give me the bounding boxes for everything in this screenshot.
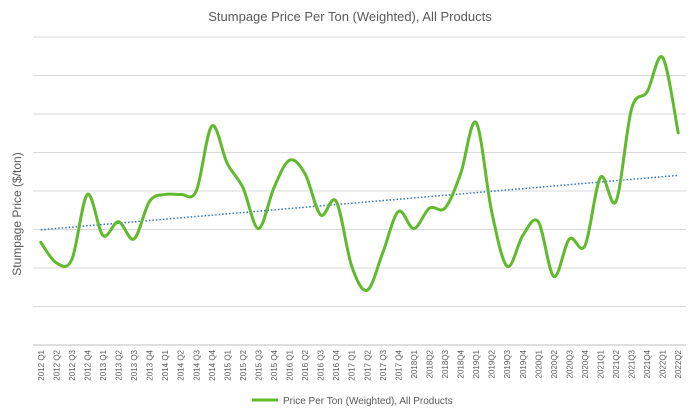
x-tick-label: 2014 Q1 (161, 349, 170, 380)
x-tick-label: 2014 Q2 (177, 349, 186, 380)
legend-label: Price Per Ton (Weighted), All Products (283, 396, 453, 407)
gridlines (33, 36, 686, 346)
x-tick-label: 2019Q4 (519, 349, 528, 378)
series-line-price-per-ton (39, 55, 680, 292)
x-tick-label: 2020Q4 (581, 349, 590, 378)
x-tick-label: 2019Q3 (503, 349, 512, 378)
linear-trendline (40, 174, 679, 231)
x-tick-label: 2016 Q4 (332, 349, 341, 380)
x-tick-label: 2014 Q3 (192, 349, 201, 380)
x-tick-label: 2012 Q1 (37, 349, 46, 380)
x-tick-label: 2021Q3 (628, 349, 637, 378)
x-tick-label: 2017 Q1 (348, 349, 357, 380)
x-tick-label: 2015 Q3 (254, 349, 263, 380)
x-tick-label: 2021Q2 (612, 349, 621, 378)
y-axis-label: Stumpage Price ($/ton) (10, 152, 24, 275)
x-tick-label: 2020Q2 (550, 349, 559, 378)
x-tick-label: 2017 Q2 (363, 349, 372, 380)
legend: Price Per Ton (Weighted), All Products (252, 396, 453, 407)
x-tick-label: 2016 Q1 (286, 349, 295, 380)
x-tick-label: 2019Q2 (488, 349, 497, 378)
x-tick-label: 2015 Q4 (270, 349, 279, 380)
x-tick-label: 2020Q1 (534, 349, 543, 378)
x-tick-label: 2022Q2 (674, 349, 683, 378)
x-tick-label: 2016 Q3 (317, 349, 326, 380)
series-layer (39, 55, 680, 292)
x-tick-label: 2021Q1 (596, 349, 605, 378)
x-tick-label: 2013 Q4 (146, 349, 155, 380)
x-tick-label: 2021Q4 (643, 349, 652, 378)
x-tick-label: 2016 Q2 (301, 349, 310, 380)
x-tick-label: 2015 Q1 (223, 349, 232, 380)
x-tick-label: 2013 Q3 (130, 349, 139, 380)
trendline (40, 174, 679, 231)
x-tick-label: 2018Q3 (441, 349, 450, 378)
x-tick-label: 2019Q1 (472, 349, 481, 378)
x-tick-label: 2012 Q2 (52, 349, 61, 380)
x-tick-label: 2017 Q4 (394, 349, 403, 380)
x-tick-label: 2022Q1 (659, 349, 668, 378)
x-tick-label: 2018Q2 (425, 349, 434, 378)
x-tick-label: 2020Q3 (565, 349, 574, 378)
x-tick-label: 2013 Q2 (115, 349, 124, 380)
x-tick-label: 2012 Q3 (68, 349, 77, 380)
x-axis-ticks: 2012 Q1 2012 Q2 2012 Q3 2012 Q4 2013 Q1 2013 … (37, 349, 683, 380)
x-tick-label: 2015 Q2 (239, 349, 248, 380)
x-tick-label: 2018Q4 (457, 349, 466, 378)
x-tick-label: 2013 Q1 (99, 349, 108, 380)
x-tick-label: 2014 Q4 (208, 349, 217, 380)
chart-title: Stumpage Price Per Ton (Weighted), All P… (208, 9, 492, 24)
x-tick-label: 2017 Q3 (379, 349, 388, 380)
x-tick-label: 2018Q1 (410, 349, 419, 378)
x-tick-label: 2012 Q4 (83, 349, 92, 380)
